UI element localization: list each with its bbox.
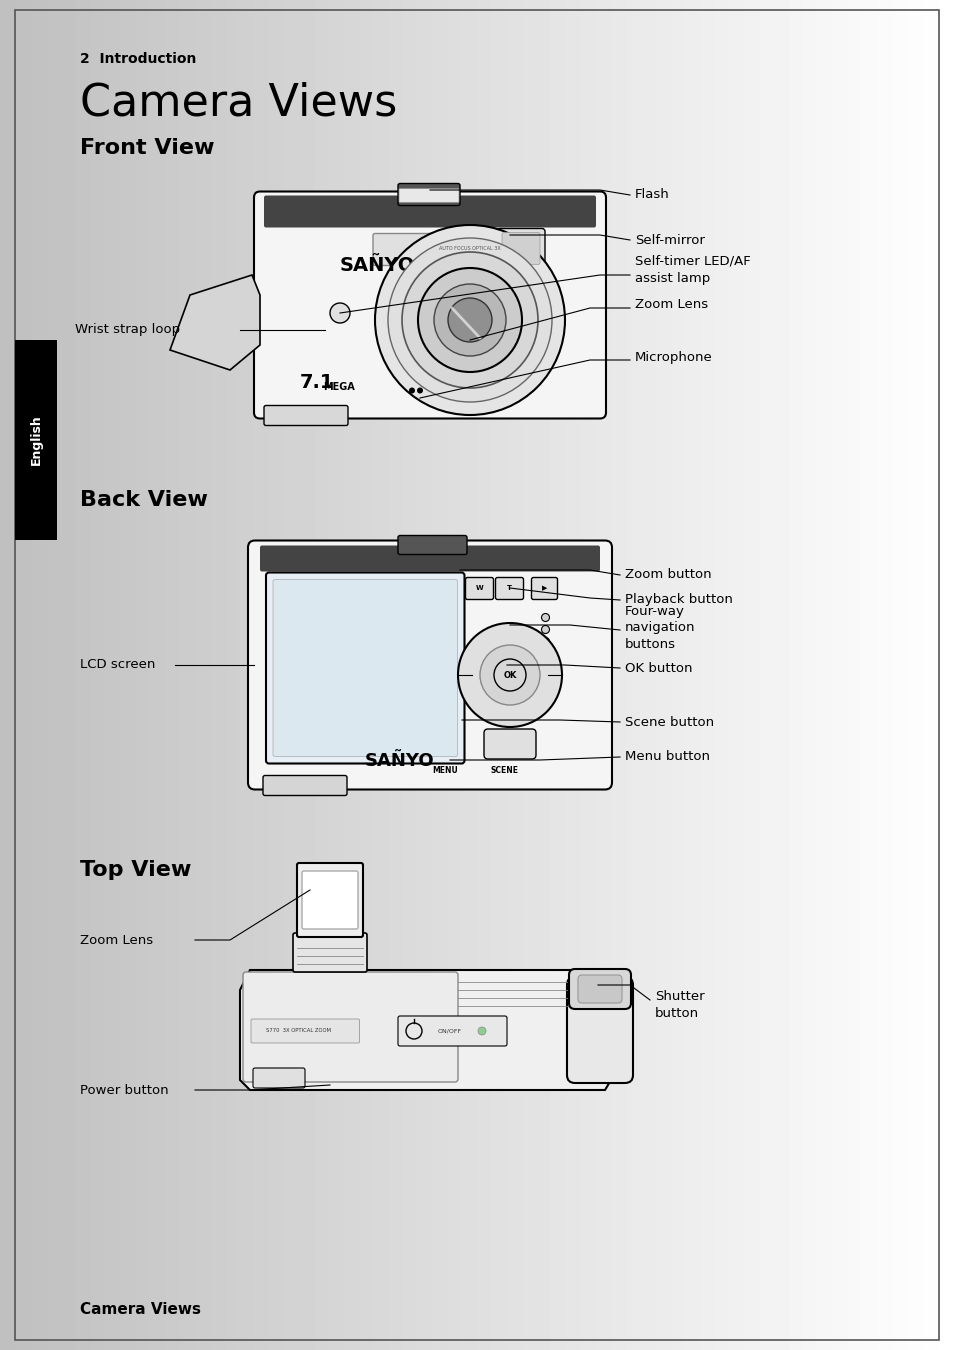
Circle shape <box>479 645 539 705</box>
FancyBboxPatch shape <box>243 972 457 1081</box>
Text: Front View: Front View <box>80 138 214 158</box>
FancyBboxPatch shape <box>266 572 464 764</box>
Text: Camera Views: Camera Views <box>80 82 396 126</box>
Circle shape <box>541 625 549 633</box>
FancyBboxPatch shape <box>397 1017 506 1046</box>
FancyBboxPatch shape <box>483 729 536 759</box>
FancyBboxPatch shape <box>578 975 621 1003</box>
Circle shape <box>477 1027 485 1035</box>
FancyBboxPatch shape <box>566 977 633 1083</box>
Text: 2  Introduction: 2 Introduction <box>80 53 196 66</box>
Text: Shutter
button: Shutter button <box>655 990 704 1021</box>
FancyBboxPatch shape <box>253 192 605 418</box>
Text: Wrist strap loop: Wrist strap loop <box>75 324 180 336</box>
Text: Microphone: Microphone <box>635 351 712 364</box>
Text: Top View: Top View <box>80 860 192 880</box>
Text: Self-mirror: Self-mirror <box>635 234 704 247</box>
FancyBboxPatch shape <box>248 540 612 790</box>
Polygon shape <box>170 275 260 370</box>
Text: Scene button: Scene button <box>624 716 714 729</box>
Text: Zoom button: Zoom button <box>624 568 711 582</box>
Text: ▶: ▶ <box>541 586 547 591</box>
Text: SCENE: SCENE <box>491 765 518 775</box>
Text: Camera Views: Camera Views <box>80 1303 201 1318</box>
Text: Flash: Flash <box>635 189 669 201</box>
FancyBboxPatch shape <box>264 196 596 228</box>
Circle shape <box>417 269 521 373</box>
FancyBboxPatch shape <box>296 863 363 937</box>
Text: Four-way
navigation
buttons: Four-way navigation buttons <box>624 605 695 652</box>
Text: Menu button: Menu button <box>624 751 709 764</box>
FancyBboxPatch shape <box>15 340 57 540</box>
Text: T: T <box>506 586 512 591</box>
Text: W: W <box>476 586 483 591</box>
Circle shape <box>375 225 564 414</box>
FancyBboxPatch shape <box>293 933 367 972</box>
Circle shape <box>406 1023 421 1040</box>
Text: Zoom Lens: Zoom Lens <box>635 298 707 312</box>
Polygon shape <box>240 971 619 1089</box>
Circle shape <box>434 284 505 356</box>
Text: S770  3X OPTICAL ZOOM: S770 3X OPTICAL ZOOM <box>266 1029 331 1034</box>
Text: MEGA: MEGA <box>323 382 355 393</box>
Text: SAÑYO: SAÑYO <box>365 752 435 769</box>
Text: Power button: Power button <box>80 1084 169 1096</box>
Circle shape <box>494 659 525 691</box>
FancyBboxPatch shape <box>253 1068 305 1088</box>
Circle shape <box>401 252 537 387</box>
FancyBboxPatch shape <box>397 536 467 555</box>
Text: Back View: Back View <box>80 490 208 510</box>
Text: Self-timer LED/AF
assist lamp: Self-timer LED/AF assist lamp <box>635 255 750 285</box>
Text: OK: OK <box>503 671 517 679</box>
Circle shape <box>416 387 422 393</box>
FancyBboxPatch shape <box>397 184 459 205</box>
Text: English: English <box>30 414 43 466</box>
FancyBboxPatch shape <box>568 969 630 1008</box>
Text: OK button: OK button <box>624 662 692 675</box>
Circle shape <box>330 302 350 323</box>
FancyBboxPatch shape <box>531 578 557 599</box>
Circle shape <box>388 238 552 402</box>
FancyBboxPatch shape <box>398 189 458 202</box>
Circle shape <box>457 622 561 728</box>
FancyBboxPatch shape <box>497 228 544 270</box>
Text: LCD screen: LCD screen <box>80 659 155 671</box>
Circle shape <box>541 637 549 645</box>
FancyBboxPatch shape <box>273 579 457 756</box>
FancyBboxPatch shape <box>465 578 493 599</box>
Text: SAÑYO: SAÑYO <box>339 256 415 275</box>
Circle shape <box>448 298 492 342</box>
Circle shape <box>409 387 415 393</box>
FancyBboxPatch shape <box>260 545 599 571</box>
FancyBboxPatch shape <box>373 234 441 266</box>
FancyBboxPatch shape <box>495 578 523 599</box>
Text: 7.1: 7.1 <box>299 374 335 393</box>
FancyBboxPatch shape <box>251 1019 359 1044</box>
Text: MENU: MENU <box>432 765 457 775</box>
FancyBboxPatch shape <box>264 405 348 425</box>
FancyBboxPatch shape <box>263 775 347 795</box>
Text: Zoom Lens: Zoom Lens <box>80 933 153 946</box>
Text: Playback button: Playback button <box>624 594 732 606</box>
FancyBboxPatch shape <box>302 871 357 929</box>
Text: AUTO FOCUS OPTICAL 3X: AUTO FOCUS OPTICAL 3X <box>438 246 500 251</box>
FancyBboxPatch shape <box>501 232 539 265</box>
Circle shape <box>541 613 549 621</box>
Text: ON/OFF: ON/OFF <box>437 1029 461 1034</box>
